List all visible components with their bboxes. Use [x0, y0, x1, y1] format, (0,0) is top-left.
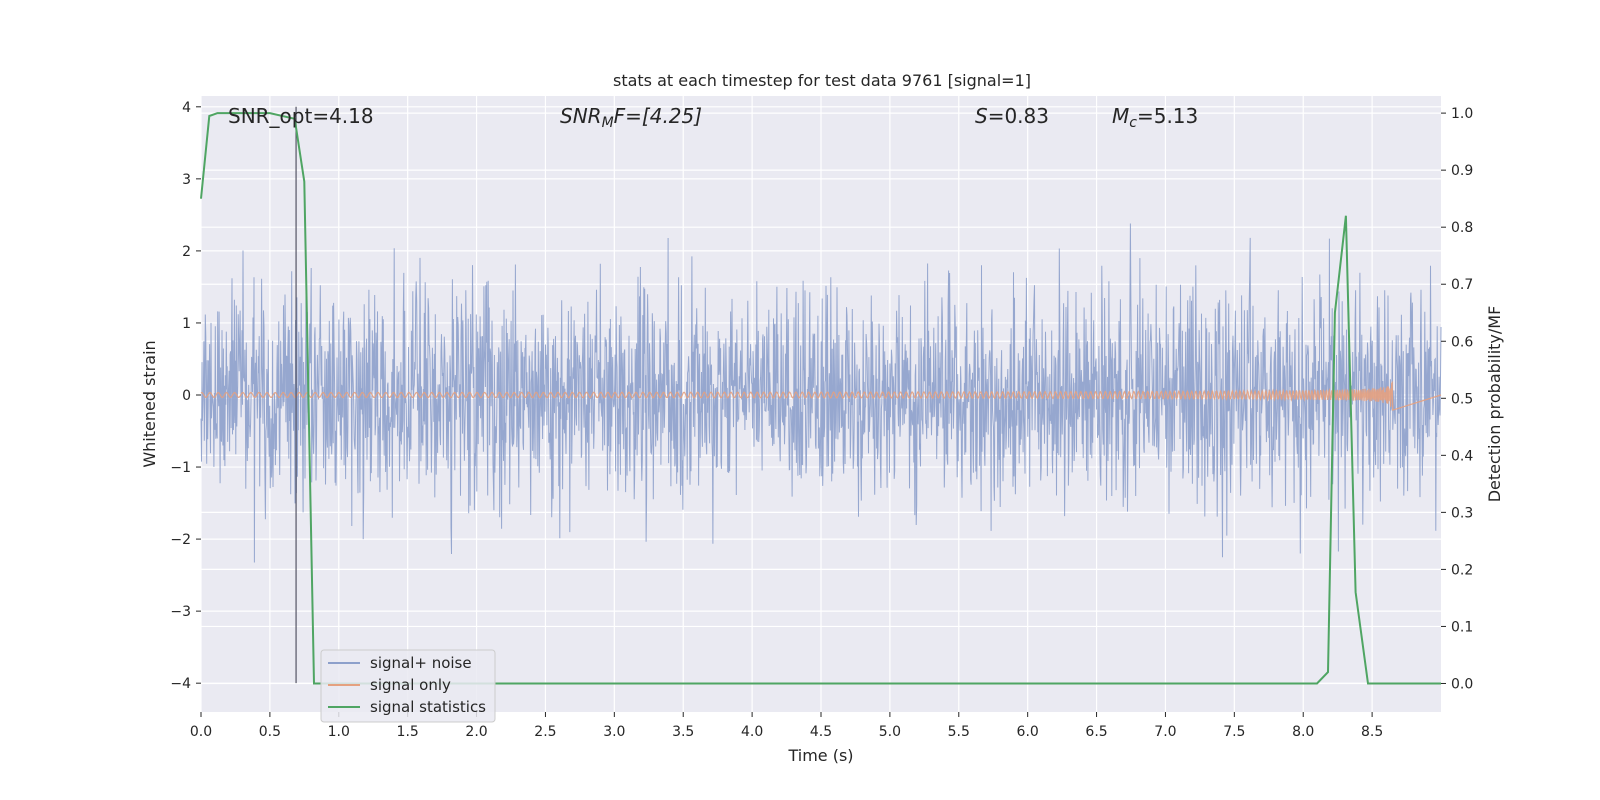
- x-tick-label: 4.0: [741, 724, 763, 740]
- y-right-tick-label: 0.3: [1451, 505, 1473, 521]
- x-tick-label: 2.5: [534, 724, 556, 740]
- y-left-tick-label: −2: [170, 532, 191, 548]
- y-right-tick-label: 0.2: [1451, 562, 1473, 578]
- series-signal-only: [200, 380, 1442, 411]
- series-signal-statistics: [200, 112, 1441, 685]
- y-left-tick-label: −4: [170, 676, 191, 692]
- ticks: 0.0 0.5 1.0 1.5 2.0 2.5 3.0 3.5 4.0 4.5 5.0 5.5 6.0 6…: [170, 100, 1473, 740]
- x-tick-label: 6.5: [1085, 724, 1107, 740]
- y-axis-label-right: Detection probability/MF: [1485, 306, 1504, 503]
- x-tick-label: 5.0: [879, 724, 901, 740]
- y-right-tick-label: 0.9: [1451, 163, 1473, 179]
- series-line-signal-only: [200, 380, 1442, 411]
- x-tick-label: 5.5: [948, 724, 970, 740]
- y-right-tick-label: 0.5: [1451, 391, 1473, 407]
- series-line-signal-noise: [200, 223, 1442, 563]
- x-tick-label: 1.0: [328, 724, 350, 740]
- x-tick-label: 0.0: [190, 724, 212, 740]
- y-axis-label-left: Whitened strain: [140, 340, 159, 467]
- x-tick-label: 8.0: [1292, 724, 1314, 740]
- y-left-tick-label: −1: [170, 460, 191, 476]
- x-tick-label: 4.5: [810, 724, 832, 740]
- series-line-signal-statistics: [200, 112, 1441, 685]
- x-axis-label: Time (s): [787, 746, 853, 765]
- x-tick-label: 7.5: [1223, 724, 1245, 740]
- annotation-snr-mf: SNRMF=[4.25]: [560, 104, 702, 131]
- y-right-tick-label: 0.1: [1451, 619, 1473, 635]
- x-tick-label: 3.0: [603, 724, 625, 740]
- y-right-tick-label: 0.7: [1451, 277, 1473, 293]
- x-tick-label: 1.5: [397, 724, 419, 740]
- y-right-tick-label: 0.6: [1451, 334, 1473, 350]
- y-right-tick-label: 1.0: [1451, 106, 1473, 122]
- y-left-tick-label: −3: [170, 604, 191, 620]
- series-signal-noise: [200, 223, 1442, 563]
- legend-label-signal-noise: signal+ noise: [370, 654, 472, 672]
- legend-box: [320, 649, 496, 723]
- annotation-s: S=0.83: [975, 104, 1049, 128]
- x-tick-label: 8.5: [1361, 724, 1383, 740]
- chart-title: stats at each timestep for test data 976…: [613, 71, 1031, 90]
- y-left-tick-label: 4: [182, 100, 191, 116]
- y-right-tick-label: 0.8: [1451, 220, 1473, 236]
- annotation-snr-opt: SNR_opt=4.18: [228, 104, 374, 128]
- x-tick-label: 3.5: [672, 724, 694, 740]
- y-right-tick-label: 0.4: [1451, 448, 1473, 464]
- legend-label-signal-only: signal only: [370, 676, 451, 694]
- y-left-tick-label: 3: [182, 172, 191, 188]
- annotation-mc: Mc=5.13: [1112, 104, 1198, 131]
- y-left-tick-label: 0: [182, 388, 191, 404]
- x-tick-label: 6.0: [1017, 724, 1039, 740]
- x-tick-label: 0.5: [259, 724, 281, 740]
- y-left-tick-label: 2: [182, 244, 191, 260]
- y-left-tick-label: 1: [182, 316, 191, 332]
- x-tick-label: 7.0: [1154, 724, 1176, 740]
- y-right-tick-label: 0.0: [1451, 676, 1473, 692]
- x-tick-label: 2.0: [465, 724, 487, 740]
- legend: signal+ noise signal only signal statist…: [320, 649, 496, 723]
- legend-label-signal-statistics: signal statistics: [370, 698, 486, 716]
